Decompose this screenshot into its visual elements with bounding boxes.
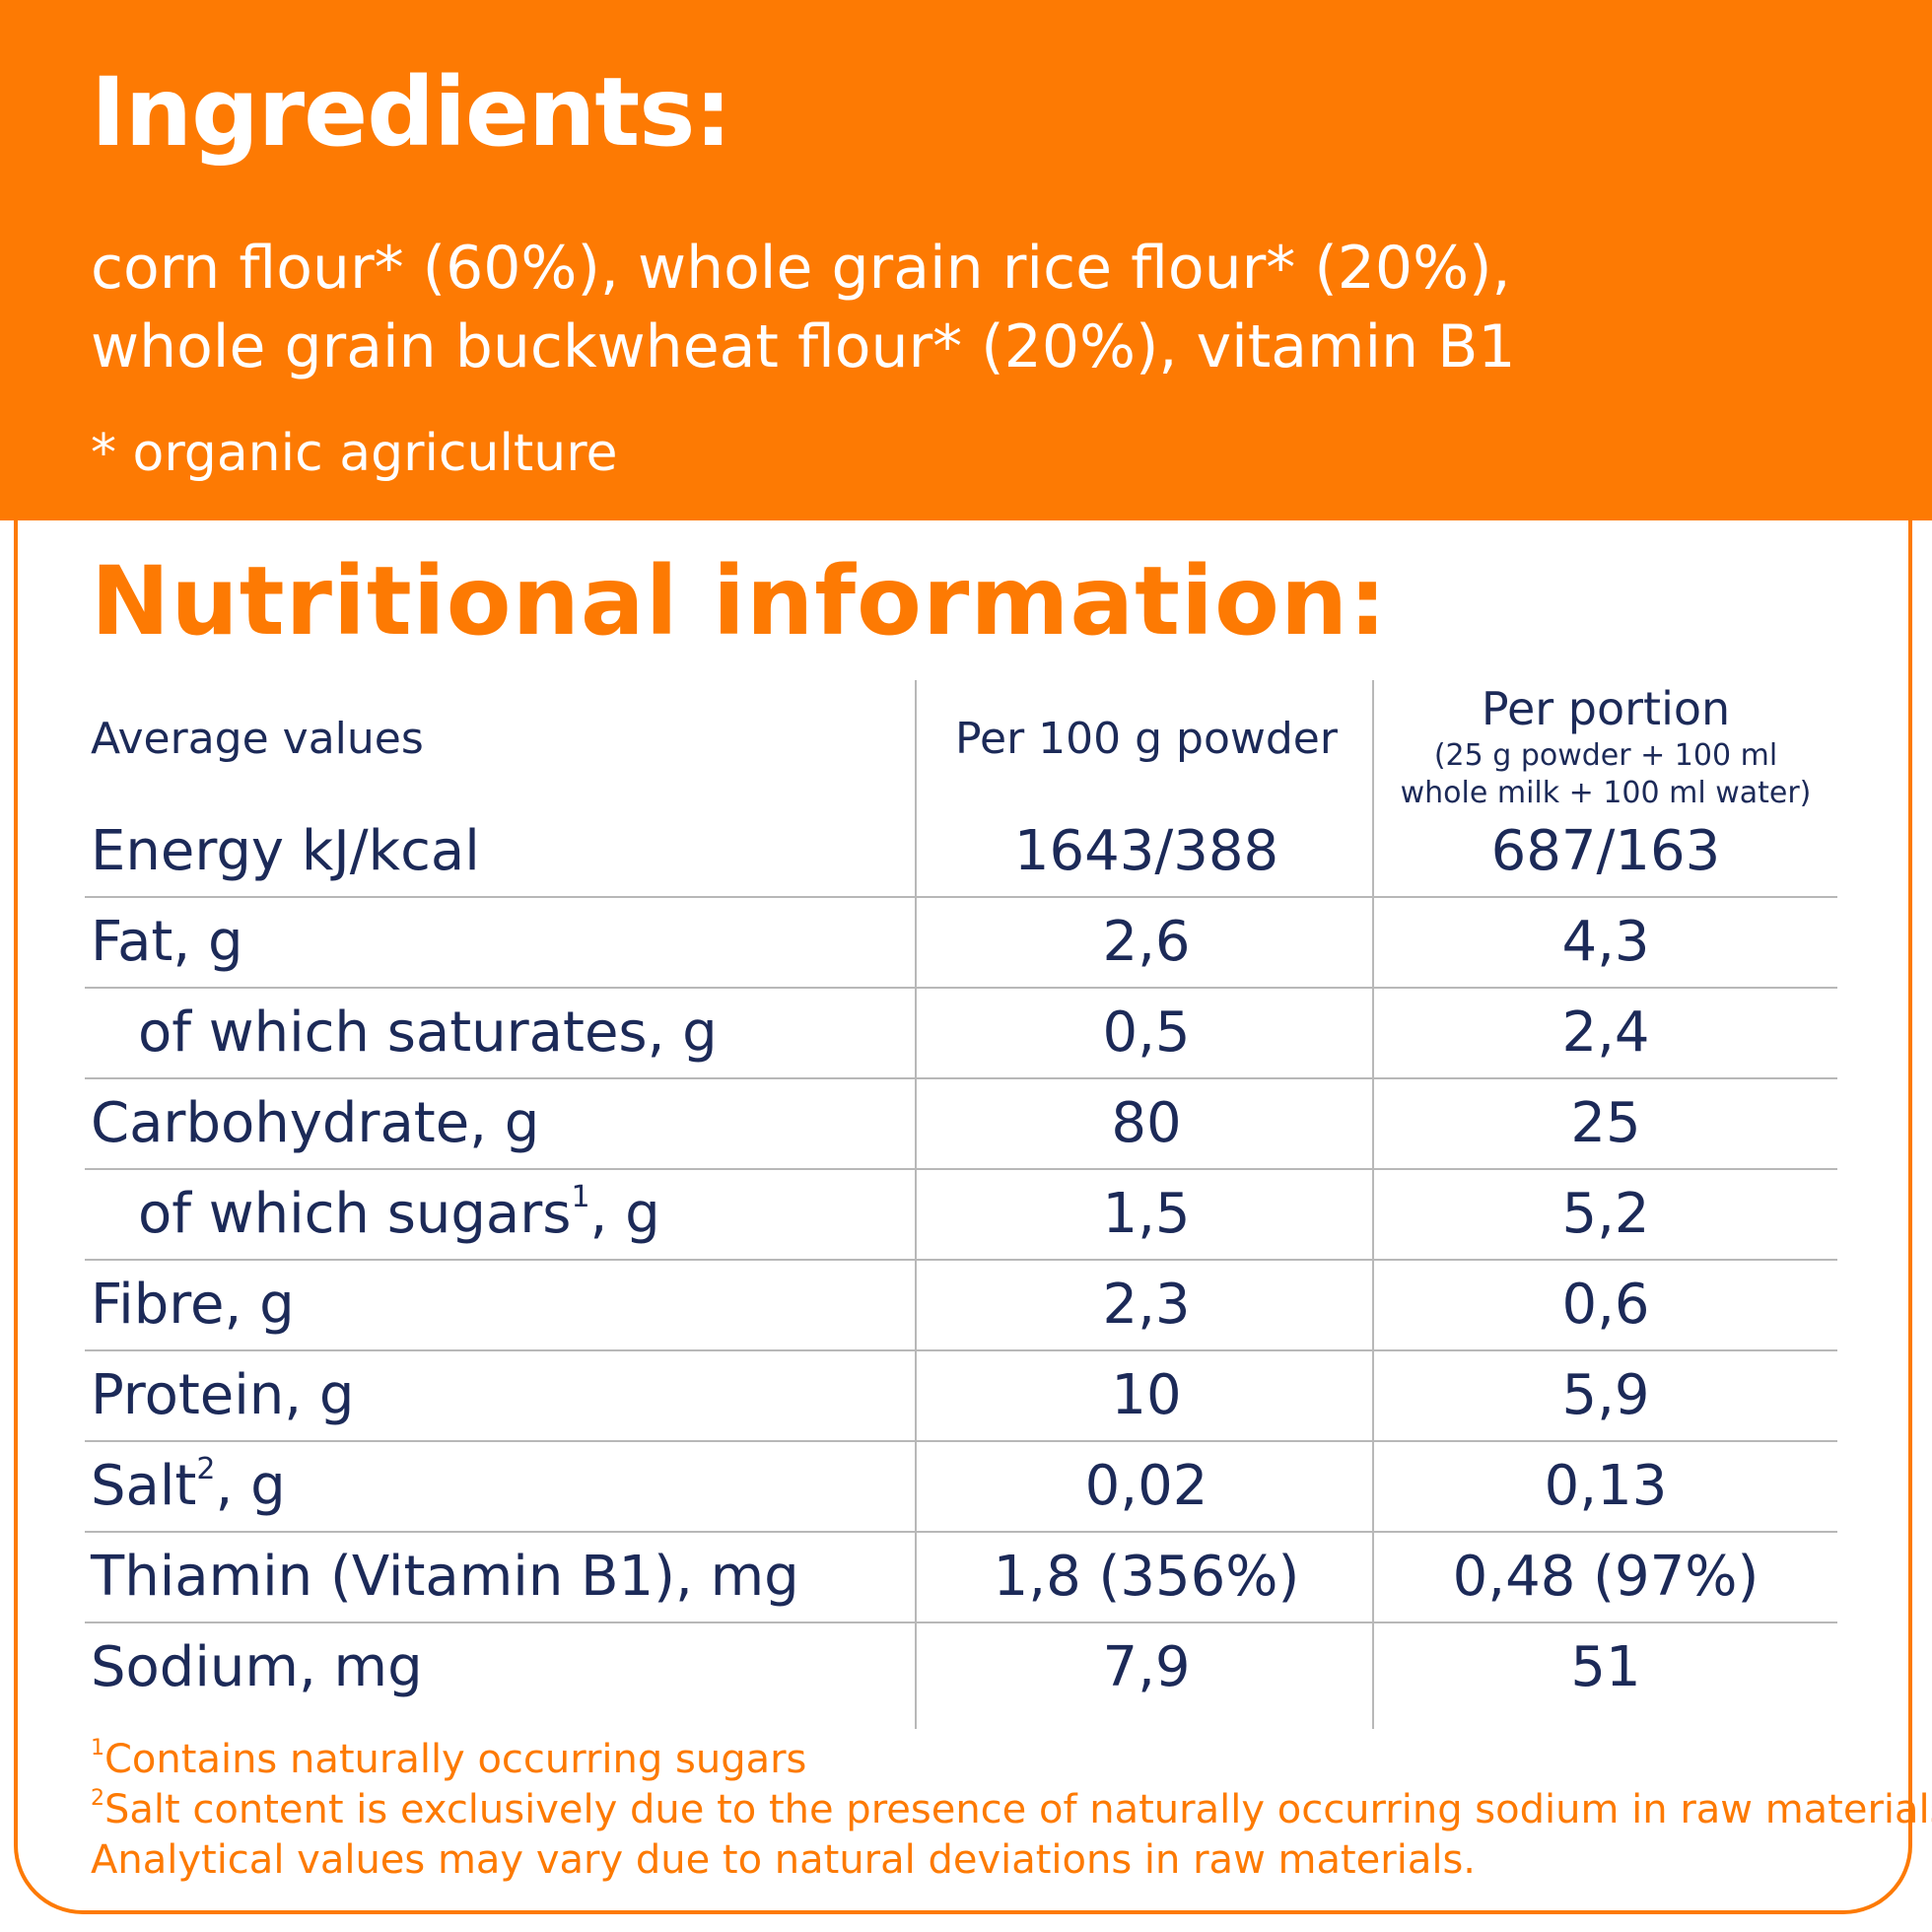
row-label-unit: , g [589,1182,660,1246]
value-per-100g: 0,5 [1102,1000,1191,1065]
table-row: Thiamin (Vitamin B1), mg 1,8 (356%) 0,48 (… [85,1532,1837,1622]
row-label: Salt2, g [91,1441,286,1532]
value-per-100g: 0,02 [1084,1454,1208,1518]
value-per-portion: 51 [1570,1635,1641,1699]
value-per-portion: 25 [1570,1091,1641,1155]
ingredients-list: corn flour* (60%), whole grain rice flou… [91,229,1766,386]
table-row: Protein, g 10 5,9 [85,1350,1837,1441]
table-row: Salt2, g 0,02 0,13 [85,1441,1837,1532]
footnote-1-mark: 1 [91,1736,104,1760]
row-label-text: Energy kJ/kcal [91,819,480,883]
row-label: of which sugars1, g [138,1169,660,1260]
row-label: Sodium, mg [91,1622,423,1713]
value-per-100g: 2,6 [1102,910,1191,974]
row-label: Protein, g [91,1350,354,1441]
value-per-portion: 0,13 [1544,1454,1668,1518]
column-divider-2 [1372,680,1374,1729]
nutrition-title: Nutritional information: [91,546,1388,656]
value-per-100g: 1,8 (356%) [993,1545,1300,1609]
value-per-portion: 5,2 [1561,1182,1650,1246]
value-per-100g: 1,5 [1102,1182,1191,1246]
footnote-3: Analytical values may vary due to natura… [91,1837,1476,1883]
footnote-marker: 2 [196,1452,216,1486]
ingredients-line-1: corn flour* (60%), whole grain rice flou… [91,234,1511,303]
row-label-text: Fat, g [91,910,243,974]
header-per-portion: Per portion (25 g powder + 100 ml whole … [1374,680,1837,812]
header-per-portion-detail-1: (25 g powder + 100 ml [1433,738,1778,773]
header-per-portion-detail-2: whole milk + 100 ml water) [1400,776,1812,810]
table-row: of which sugars1, g 1,5 5,2 [85,1169,1837,1260]
row-label-text: of which sugars [138,1182,572,1246]
row-label: of which saturates, g [138,988,718,1078]
footnote-marker: 1 [571,1180,590,1214]
row-label-unit: , g [215,1454,286,1518]
value-per-portion: 2,4 [1561,1000,1650,1065]
row-divider [85,1622,1837,1623]
row-label: Thiamin (Vitamin B1), mg [91,1532,799,1622]
value-per-portion: 687/163 [1490,819,1721,883]
value-per-portion: 0,6 [1561,1273,1650,1337]
value-per-portion: 5,9 [1561,1363,1650,1427]
value-per-100g: 10 [1111,1363,1182,1427]
row-label: Carbohydrate, g [91,1078,539,1169]
value-per-portion: 0,48 (97%) [1452,1545,1760,1609]
header-per-portion-title: Per portion [1481,682,1731,735]
row-divider [85,896,1837,898]
nutrition-card-border [14,518,1912,1914]
organic-note: * organic agriculture [91,424,618,483]
value-per-100g: 1643/388 [1013,819,1279,883]
value-per-100g: 2,3 [1102,1273,1191,1337]
table-row: Fat, g 2,6 4,3 [85,897,1837,988]
value-per-portion: 4,3 [1561,910,1650,974]
ingredients-line-2: whole grain buckwheat flour* (20%), vita… [91,312,1516,381]
row-label-text: Carbohydrate, g [91,1091,540,1155]
footnote-1: 1Contains naturally occurring sugars [91,1735,1845,1785]
footnote-2-text: Salt content is exclusively due to the p… [104,1787,1932,1832]
row-divider [85,1440,1837,1442]
row-divider [85,1077,1837,1079]
row-divider [85,1531,1837,1533]
table-row: Sodium, mg 7,9 51 [85,1622,1837,1713]
ingredients-panel: Ingredients: corn flour* (60%), whole gr… [0,0,1932,520]
row-label-text: Sodium, mg [91,1635,423,1699]
footnote-1-text: Contains naturally occurring sugars [104,1737,807,1782]
row-label-text: Fibre, g [91,1273,295,1337]
header-average-values: Average values [91,714,424,764]
table-row: Energy kJ/kcal 1643/388 687/163 [85,806,1837,897]
footnote-2-mark: 2 [91,1786,104,1811]
row-label-text: Thiamin (Vitamin B1), mg [91,1545,799,1609]
header-per-100g: Per 100 g powder [955,714,1338,764]
table-row: of which saturates, g 0,5 2,4 [85,988,1837,1078]
row-label-text: of which saturates, g [138,1000,718,1065]
row-divider [85,1168,1837,1170]
table-row: Carbohydrate, g 80 25 [85,1078,1837,1169]
footnote-2: 2Salt content is exclusively due to the … [91,1785,1932,1835]
row-label: Fibre, g [91,1260,295,1350]
value-per-100g: 7,9 [1102,1635,1191,1699]
row-divider [85,1259,1837,1261]
row-label: Fat, g [91,897,243,988]
row-label-text: Protein, g [91,1363,355,1427]
value-per-100g: 80 [1111,1091,1182,1155]
footnotes: 1Contains naturally occurring sugars 2Sa… [91,1735,1932,1886]
ingredients-title: Ingredients: [91,57,732,168]
row-divider [85,987,1837,989]
column-divider-1 [915,680,917,1729]
nutrition-table: Average values Per 100 g powder Per port… [85,680,1837,1729]
row-label-text: Salt [91,1454,197,1518]
table-row: Fibre, g 2,3 0,6 [85,1260,1837,1350]
row-divider [85,1349,1837,1351]
row-label: Energy kJ/kcal [91,806,480,897]
